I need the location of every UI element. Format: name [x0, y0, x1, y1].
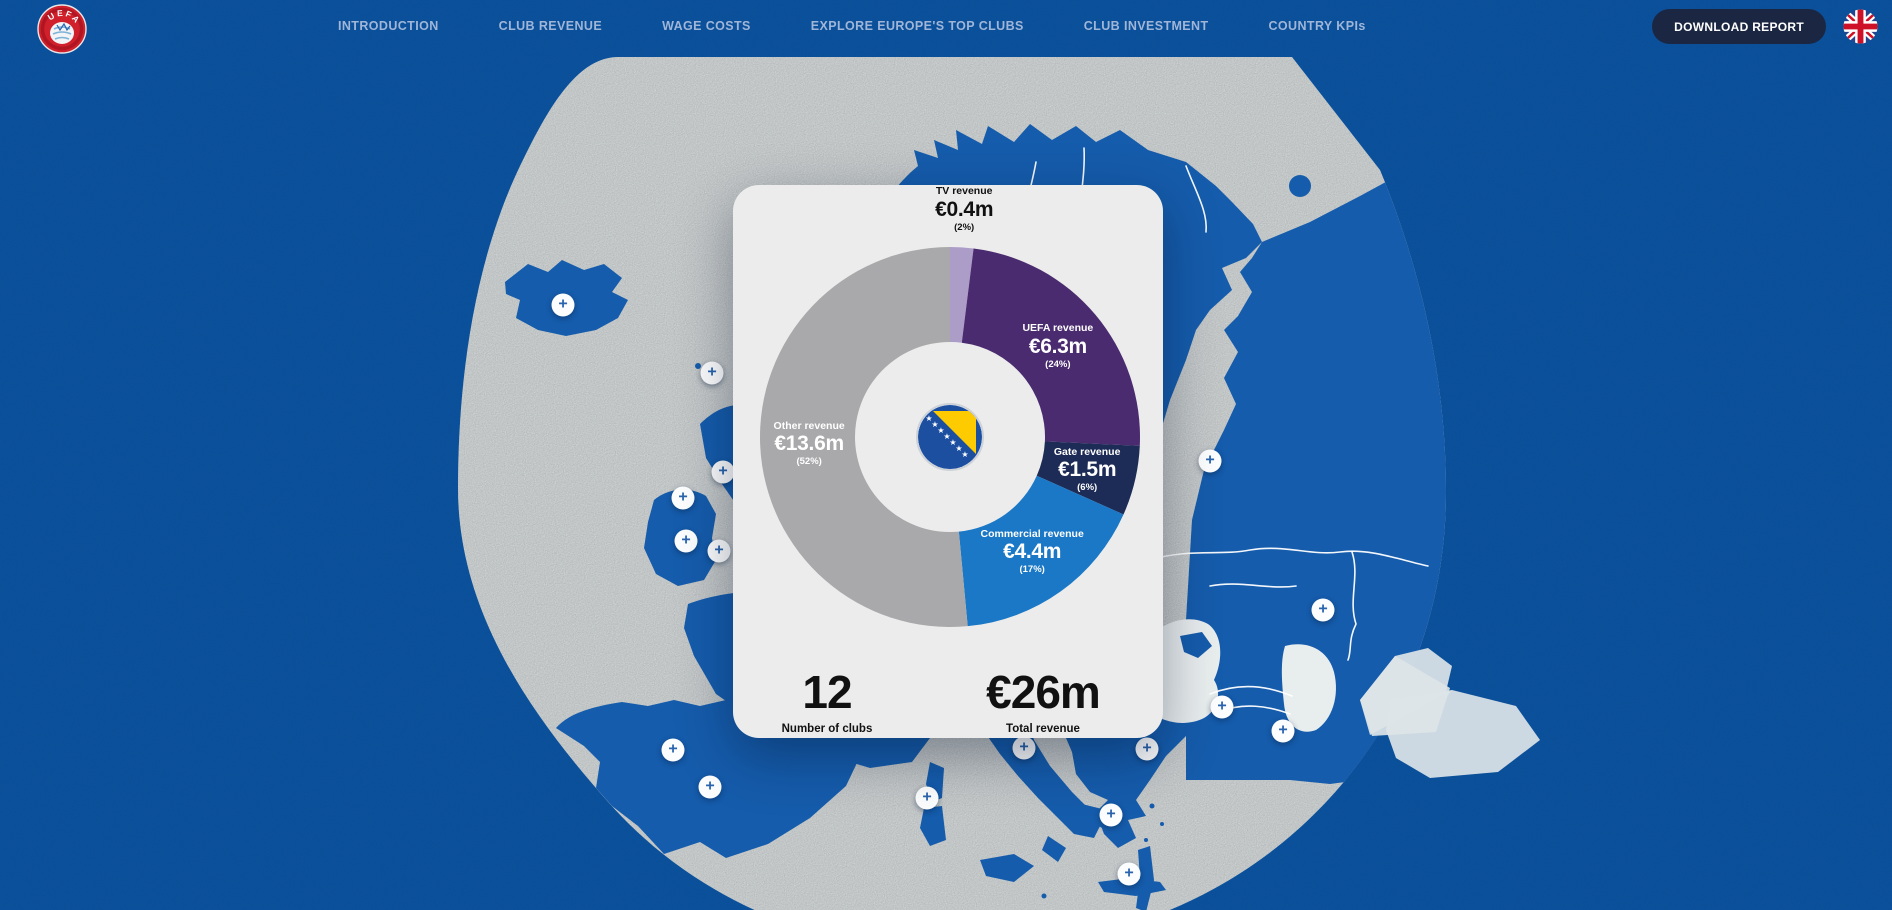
donut-segment-uefa[interactable]: [961, 248, 1140, 446]
plus-icon: +: [668, 740, 678, 758]
map-zoom-button-scotland[interactable]: +: [711, 460, 735, 484]
nav-item-club-revenue[interactable]: CLUB REVENUE: [498, 19, 603, 33]
nav-item-club-investment[interactable]: CLUB INVESTMENT: [1083, 19, 1209, 33]
svg-text:★: ★: [961, 450, 968, 459]
plus-icon: +: [707, 363, 717, 381]
plus-icon: +: [1106, 805, 1116, 823]
map-zoom-button-balkans[interactable]: +: [1135, 737, 1159, 761]
plus-icon: +: [705, 777, 715, 795]
plus-icon: +: [1318, 600, 1328, 618]
nav-item-explore-europes-top-clubs[interactable]: EXPLORE EUROPE'S TOP CLUBS: [810, 19, 1024, 33]
map-zoom-button-iceland[interactable]: +: [551, 293, 575, 317]
plus-icon: +: [558, 295, 568, 313]
map-zoom-button-portugal[interactable]: +: [661, 738, 685, 762]
map-zoom-button-turkey[interactable]: +: [1271, 719, 1295, 743]
map-zoom-button-caucasus[interactable]: +: [1210, 695, 1234, 719]
svg-text:★: ★: [925, 414, 932, 423]
donut-segment-gate[interactable]: [1036, 441, 1140, 515]
donut-segment-other[interactable]: [760, 247, 968, 627]
nav-item-country-kpis[interactable]: COUNTRY KPIs: [1268, 19, 1366, 33]
nav-item-wage-costs[interactable]: WAGE COSTS: [662, 19, 751, 33]
svg-text:★: ★: [937, 426, 944, 435]
map-outside-landmasses: [1360, 648, 1540, 778]
bosnia-and-herzegovina-flag: ★ ★ ★ ★ ★ ★ ★: [916, 403, 984, 471]
number-of-clubs-label: Number of clubs: [781, 723, 873, 735]
plus-icon: +: [714, 541, 724, 559]
donut-segment-commercial[interactable]: [958, 475, 1124, 627]
country-revenue-card: TV revenue €0.4m (2%) UEFA revenue €6.3m (24%…: [733, 185, 1163, 738]
map-zoom-button-ireland-west[interactable]: +: [671, 486, 695, 510]
number-of-clubs-stat: 12 Number of clubs: [767, 669, 887, 735]
download-report-button[interactable]: DOWNLOAD REPORT: [1652, 9, 1826, 44]
total-revenue-stat: €26m Total revenue: [963, 669, 1123, 735]
plus-icon: +: [1019, 738, 1029, 756]
number-of-clubs-value: 12: [802, 666, 852, 718]
svg-text:★: ★: [955, 444, 962, 453]
total-revenue-label: Total revenue: [1006, 723, 1080, 735]
plus-icon: +: [1278, 721, 1288, 739]
map-zoom-button-ukraine[interactable]: +: [1311, 598, 1335, 622]
top-nav-bar: UEFA INTRODUCTION CLUB REVENUE WAGE COSTS E…: [0, 0, 1892, 56]
uk-flag-icon[interactable]: [1843, 9, 1878, 44]
plus-icon: +: [678, 488, 688, 506]
map-zoom-button-ireland-south[interactable]: +: [674, 529, 698, 553]
map-zoom-button-crete[interactable]: +: [1117, 862, 1141, 886]
map-zoom-button-england[interactable]: +: [707, 539, 731, 563]
donut-segment-tv[interactable]: [950, 247, 974, 343]
svg-text:★: ★: [931, 420, 938, 429]
plus-icon: +: [718, 462, 728, 480]
map-zoom-button-spain[interactable]: +: [698, 775, 722, 799]
nav-item-introduction[interactable]: INTRODUCTION: [338, 19, 439, 33]
plus-icon: +: [1217, 697, 1227, 715]
map-zoom-button-russia[interactable]: +: [1198, 449, 1222, 473]
nav-menu: INTRODUCTION CLUB REVENUE WAGE COSTS EXPLOR…: [338, 0, 1366, 52]
map-zoom-button-greece[interactable]: +: [1099, 803, 1123, 827]
svg-text:★: ★: [949, 438, 956, 447]
uefa-logo[interactable]: UEFA: [36, 3, 88, 55]
svg-text:★: ★: [943, 432, 950, 441]
map-zoom-button-italy[interactable]: +: [1012, 736, 1036, 760]
plus-icon: +: [1142, 739, 1152, 757]
plus-icon: +: [1124, 864, 1134, 882]
revenue-donut-chart: [760, 247, 1140, 627]
plus-icon: +: [681, 531, 691, 549]
map-zoom-button-faroe-islands[interactable]: +: [700, 361, 724, 385]
plus-icon: +: [922, 788, 932, 806]
total-revenue-value: €26m: [986, 666, 1101, 718]
plus-icon: +: [1205, 451, 1215, 469]
map-zoom-button-sardinia[interactable]: +: [915, 786, 939, 810]
